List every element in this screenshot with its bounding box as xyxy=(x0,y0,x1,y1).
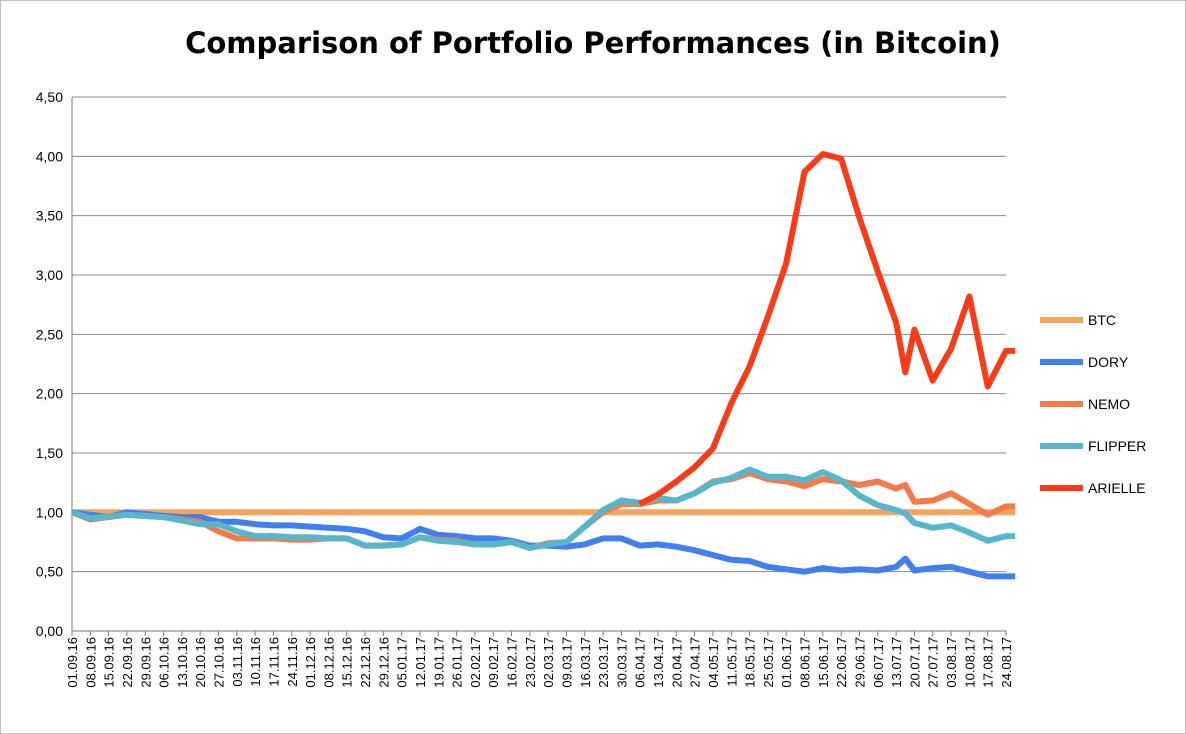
legend-label-arielle: ARIELLE xyxy=(1088,480,1146,496)
legend-label-btc: BTC xyxy=(1088,312,1116,328)
series-line-arielle xyxy=(638,151,1016,507)
x-tick-label: 17.08.17 xyxy=(981,637,996,688)
x-tick-label: 29.06.17 xyxy=(852,637,867,688)
x-tick-label: 20.07.17 xyxy=(907,637,922,688)
x-tick-label: 22.12.16 xyxy=(358,637,373,688)
x-tick-label: 04.05.17 xyxy=(706,637,721,688)
x-tick-label: 08.09.16 xyxy=(83,637,98,688)
series-line-dory xyxy=(71,509,1016,580)
y-tick-labels: 0,00 0,50 1,00 1,50 2,00 2,50 3,00 3,50 4,00 4,50 xyxy=(36,89,63,639)
x-tick-label: 09.03.17 xyxy=(559,637,574,688)
chart-title: Comparison of Portfolio Performances (in… xyxy=(185,26,1001,60)
x-tick-label: 06.07.17 xyxy=(871,637,886,688)
x-tick-label: 15.09.16 xyxy=(102,637,117,688)
x-tick-label: 30.03.17 xyxy=(614,637,629,688)
x-tick-label: 15.12.16 xyxy=(340,637,355,688)
legend: BTC DORY NEMO FLIPPER ARIELLE xyxy=(1040,312,1146,496)
axes xyxy=(71,97,1007,636)
x-tick-label: 02.03.17 xyxy=(541,637,556,688)
legend-label-dory: DORY xyxy=(1088,354,1129,370)
x-tick-label: 22.09.16 xyxy=(120,637,135,688)
x-tick-label: 05.01.17 xyxy=(395,637,410,688)
x-tick-label: 09.02.17 xyxy=(486,637,501,688)
x-tick-label: 13.10.16 xyxy=(175,637,190,688)
x-tick-label: 13.07.17 xyxy=(889,637,904,688)
y-tick-label: 3,50 xyxy=(36,208,63,224)
x-tick-label: 26.01.17 xyxy=(450,637,465,688)
legend-label-nemo: NEMO xyxy=(1088,396,1130,412)
series-lines xyxy=(70,151,1016,580)
x-tick-label: 06.10.16 xyxy=(157,637,172,688)
x-tick-label: 01.06.17 xyxy=(779,637,794,688)
x-tick-label: 23.03.17 xyxy=(596,637,611,688)
x-tick-label: 18.05.17 xyxy=(743,637,758,688)
x-tick-label: 20.10.16 xyxy=(193,637,208,688)
x-tick-label: 19.01.17 xyxy=(431,637,446,688)
x-tick-label: 29.09.16 xyxy=(138,637,153,688)
series-line-flipper xyxy=(71,466,1016,551)
y-tick-label: 3,00 xyxy=(36,267,63,283)
x-tick-label: 08.06.17 xyxy=(798,637,813,688)
x-tick-label: 29.12.16 xyxy=(376,637,391,688)
x-tick-label: 10.11.16 xyxy=(248,637,263,687)
x-tick-label: 27.07.17 xyxy=(926,637,941,688)
y-tick-label: 1,00 xyxy=(36,504,63,520)
x-tick-label: 10.08.17 xyxy=(962,637,977,688)
x-tick-label: 15.06.17 xyxy=(816,637,831,688)
x-tick-label: 22.06.17 xyxy=(834,637,849,688)
x-tick-label: 13.04.17 xyxy=(651,637,666,688)
x-tick-label: 23.02.17 xyxy=(523,637,538,688)
y-tick-label: 4,50 xyxy=(36,89,63,105)
x-tick-label: 03.11.16 xyxy=(230,637,245,687)
y-tick-label: 2,00 xyxy=(36,386,63,402)
x-tick-label: 01.09.16 xyxy=(65,637,80,688)
x-tick-label: 20.04.17 xyxy=(669,637,684,688)
y-tick-label: 0,00 xyxy=(36,623,63,639)
x-tick-label: 03.08.17 xyxy=(944,637,959,688)
x-tick-label: 11.05.17 xyxy=(724,637,739,687)
legend-label-flipper: FLIPPER xyxy=(1088,438,1146,454)
y-tick-label: 2,50 xyxy=(36,326,63,342)
x-tick-label: 02.02.17 xyxy=(468,637,483,688)
x-tick-label: 27.04.17 xyxy=(688,637,703,688)
x-tick-label: 17.11.16 xyxy=(266,637,281,687)
x-tick-label: 06.04.17 xyxy=(633,637,648,688)
y-tick-label: 0,50 xyxy=(36,564,63,580)
y-tick-label: 4,00 xyxy=(36,148,63,164)
x-tick-label: 12.01.17 xyxy=(413,637,428,688)
x-tick-label: 25.05.17 xyxy=(761,637,776,688)
x-tick-label: 01.12.16 xyxy=(303,637,318,688)
x-tick-labels: 01.09.16 08.09.16 15.09.16 22.09.16 29.09.16… xyxy=(65,637,1014,688)
x-tick-label: 16.02.17 xyxy=(505,637,520,688)
x-tick-label: 24.08.17 xyxy=(999,637,1014,688)
x-tick-label: 16.03.17 xyxy=(578,637,593,688)
x-tick-label: 08.12.16 xyxy=(321,637,336,688)
y-tick-label: 1,50 xyxy=(36,445,63,461)
x-tick-label: 27.10.16 xyxy=(212,637,227,688)
x-tick-label: 24.11.16 xyxy=(285,637,300,687)
